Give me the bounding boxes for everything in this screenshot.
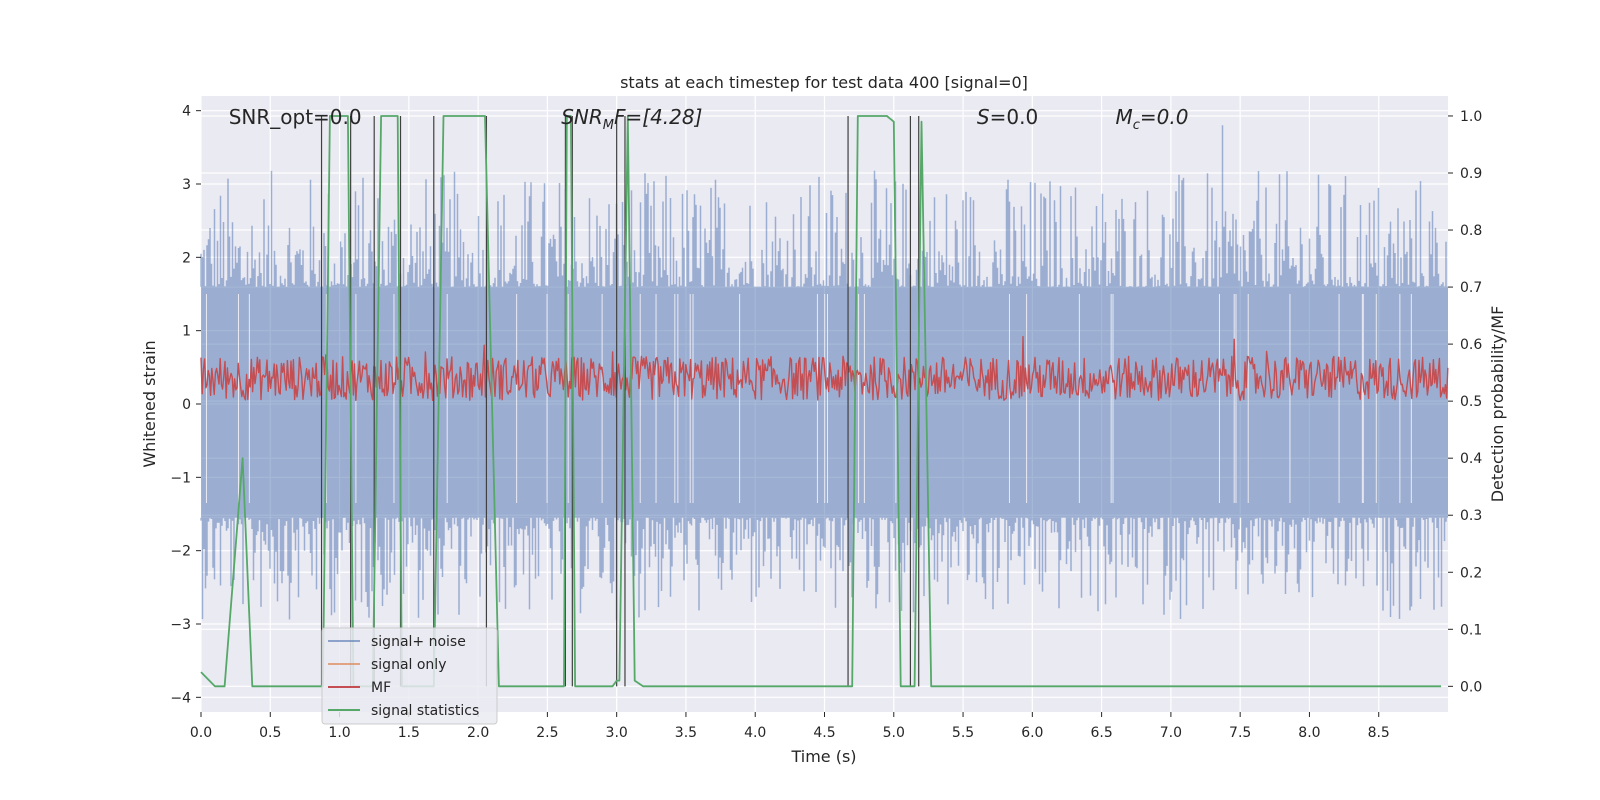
x-tick-label: 0.5 <box>259 725 281 741</box>
y2-tick-label: 0.5 <box>1460 394 1482 410</box>
x-tick-label: 4.0 <box>744 725 766 741</box>
y2-tick-label: 1.0 <box>1460 109 1482 125</box>
annotations: SNR_opt=0.0 SNRMF=[4.28] S=0.0 Mc=0.0 <box>229 105 1189 133</box>
legend-label-signal-statistics: signal statistics <box>371 703 479 719</box>
y-tick-label: −4 <box>170 690 191 706</box>
x-tick-label: 2.0 <box>467 725 489 741</box>
y2-tick-label: 0.6 <box>1460 337 1482 353</box>
legend-label-mf: MF <box>371 680 391 696</box>
chart-title: stats at each timestep for test data 400… <box>620 73 1028 92</box>
legend-label-signal-noise: signal+ noise <box>371 634 466 650</box>
y-axis-label: Whitened strain <box>140 340 159 467</box>
x-tick-label: 7.0 <box>1160 725 1182 741</box>
x-tick-label: 7.5 <box>1229 725 1251 741</box>
y2-tick-label: 0.9 <box>1460 166 1482 182</box>
y2-tick-label: 0.2 <box>1460 565 1482 581</box>
legend: signal+ noise signal only MF signal stat… <box>321 627 498 725</box>
y-tick-label: −1 <box>170 470 191 486</box>
y-tick-label: 1 <box>182 324 191 340</box>
series-mf <box>200 335 1449 401</box>
annotation-3: Mc=0.0 <box>1115 105 1188 133</box>
y2-tick-label: 0.4 <box>1460 451 1482 467</box>
x-tick-label: 8.5 <box>1368 725 1390 741</box>
y2-tick-label: 0.0 <box>1460 679 1482 695</box>
x-tick-label: 6.5 <box>1090 725 1112 741</box>
signal-statistics-line <box>200 115 1442 688</box>
y-tick-label: 4 <box>182 104 191 120</box>
x-tick-label: 5.5 <box>952 725 974 741</box>
y-tick-label: 3 <box>182 177 191 193</box>
series-signal-noise <box>200 125 1449 620</box>
annotation-1: SNRMF=[4.28] <box>561 105 702 133</box>
x-tick-label: 8.0 <box>1298 725 1320 741</box>
y-tick-label: 0 <box>182 397 191 413</box>
x-tick-label: 3.0 <box>606 725 628 741</box>
x-tick-label: 2.5 <box>536 725 558 741</box>
y-axis-ticks: −4 −3 −2 −1 0 1 2 3 4 <box>170 104 201 706</box>
x-tick-label: 1.5 <box>398 725 420 741</box>
y2-tick-label: 0.3 <box>1460 508 1482 524</box>
x-tick-label: 1.0 <box>328 725 350 741</box>
x-axis-ticks: 0.0 0.5 1.0 1.5 2.0 2.5 3.0 3.5 4.0 4.5 5.0 5.5 6.0 6… <box>190 712 1390 741</box>
x-tick-label: 0.0 <box>190 725 212 741</box>
y2-axis-ticks: 0.0 0.1 0.2 0.3 0.4 0.5 0.6 0.7 0.8 0.9 1.0 <box>1448 109 1482 695</box>
y-tick-label: −2 <box>170 544 191 560</box>
y2-tick-label: 0.1 <box>1460 622 1482 638</box>
series-signal-statistics <box>200 115 1442 688</box>
x-tick-label: 4.5 <box>813 725 835 741</box>
legend-label-signal-only: signal only <box>371 657 446 673</box>
annotation-0: SNR_opt=0.0 <box>229 105 362 129</box>
y2-tick-label: 0.8 <box>1460 223 1482 239</box>
x-axis-label: Time (s) <box>790 747 856 766</box>
legend-box <box>321 627 498 725</box>
y-tick-label: 2 <box>182 250 191 266</box>
x-tick-label: 6.0 <box>1021 725 1043 741</box>
y-tick-label: −3 <box>170 617 191 633</box>
mf-line <box>200 335 1449 401</box>
annotation-2: S=0.0 <box>977 105 1038 129</box>
x-tick-label: 5.0 <box>883 725 905 741</box>
y2-tick-label: 0.7 <box>1460 280 1482 296</box>
y2-axis-label: Detection probability/MF <box>1488 306 1507 503</box>
x-tick-label: 3.5 <box>675 725 697 741</box>
